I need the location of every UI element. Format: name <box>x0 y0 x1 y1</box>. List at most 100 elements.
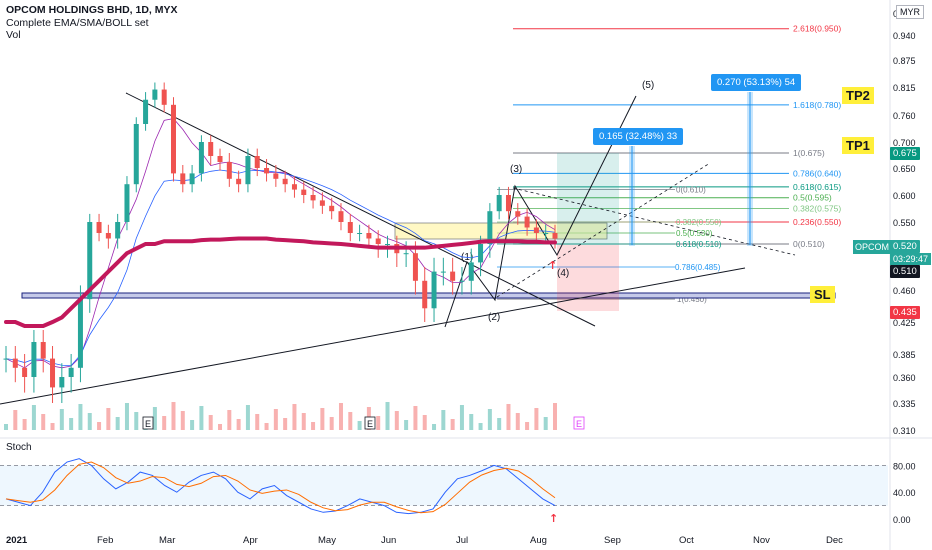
volume-bar <box>320 408 325 430</box>
volume-bar <box>59 409 64 430</box>
channel-line-2 <box>512 187 796 256</box>
candle-body <box>552 233 558 239</box>
sl-zone <box>21 292 836 299</box>
retrace-label: 0.382(0.550) <box>676 218 722 227</box>
x-tick-label: Sep <box>604 535 621 546</box>
candle-body <box>115 222 121 239</box>
countdown-tag: 03:29:47 <box>890 253 932 265</box>
volume-bar <box>422 415 427 430</box>
price-tag-sl: 0.435 <box>890 306 920 319</box>
stoch-tick-label: 0.00 <box>893 515 911 525</box>
y-tick-label: 0.940 <box>893 31 916 41</box>
volume-bar <box>553 403 557 430</box>
x-tick-label: Feb <box>97 535 113 546</box>
candle-body <box>478 244 484 263</box>
candle-body <box>329 205 335 212</box>
measure-label-2: 0.165 (32.48%) 33 <box>593 128 684 145</box>
legend-symbol: OPCOM HOLDINGS BHD, 1D, MYX <box>6 4 178 16</box>
legend-volume: Vol <box>6 29 21 41</box>
price-tag-level: 0.510 <box>890 265 920 278</box>
volume-bar <box>311 422 316 430</box>
x-tick-label: Oct <box>679 535 694 546</box>
candle-body <box>273 173 279 179</box>
wave-label: (4) <box>557 268 569 279</box>
candle-body <box>143 99 149 124</box>
volume-bar <box>385 402 390 430</box>
candle-body <box>96 222 102 233</box>
candle-body <box>68 367 74 377</box>
x-tick-label: May <box>318 535 336 546</box>
candle-body <box>77 299 83 368</box>
volume-bar <box>487 409 492 430</box>
volume-bar <box>283 418 288 430</box>
buy-arrow: ↑ <box>548 259 557 272</box>
candle-body <box>543 233 549 234</box>
fib-label: 2.618(0.950) <box>793 24 841 34</box>
ema-line <box>5 169 556 367</box>
fib-label: 1.618(0.780) <box>793 100 841 110</box>
candle-body <box>12 358 18 368</box>
volume-bar <box>432 424 437 430</box>
stoch-d-line <box>5 461 556 514</box>
candle-body <box>450 271 456 281</box>
volume-bar <box>469 414 474 430</box>
x-tick-label: Nov <box>753 535 770 546</box>
volume-bar <box>87 413 92 430</box>
candle-body <box>245 156 251 185</box>
volume-bar <box>292 404 297 430</box>
candle-body <box>208 142 214 156</box>
volume-bar <box>115 417 120 430</box>
candle-body <box>338 211 344 222</box>
candle-body <box>533 227 539 233</box>
stoch-band <box>0 465 888 506</box>
currency-button[interactable]: MYR <box>896 5 924 19</box>
volume-bar <box>441 410 446 430</box>
volume-bar <box>41 414 46 430</box>
volume-bar <box>404 420 409 430</box>
candle-body <box>264 168 270 174</box>
y-tick-label: 0.385 <box>893 350 916 360</box>
earnings-text: E <box>367 419 373 429</box>
profit-zone <box>557 153 619 245</box>
candle-body <box>105 233 111 239</box>
fib-label: 0.5(0.595) <box>793 193 832 203</box>
volume-bar <box>264 423 269 430</box>
fib-label: 1(0.675) <box>793 148 825 158</box>
volume-bar <box>301 413 306 430</box>
volume-bar <box>245 405 250 430</box>
candle-body <box>254 156 260 168</box>
ema200-line <box>4 236 557 328</box>
y-tick-label: 0.550 <box>893 218 916 228</box>
volume-bar <box>162 416 167 430</box>
volume-bar <box>394 411 399 430</box>
candle-body <box>496 195 502 212</box>
candle-body <box>459 280 465 282</box>
volume-bar <box>534 408 539 430</box>
volume-bar <box>506 404 511 430</box>
volume-bar <box>329 417 334 430</box>
candle-body <box>31 342 37 377</box>
retrace-label: 0.786(0.485) <box>675 263 721 272</box>
y-tick-label: 0.760 <box>893 111 916 121</box>
volume-bar <box>4 424 8 430</box>
candle-body <box>505 195 511 212</box>
volume-bar <box>478 423 483 430</box>
stoch-title: Stoch <box>6 442 32 453</box>
fib-label: 0.236(0.550) <box>793 217 841 227</box>
candle-body <box>385 244 391 245</box>
earnings-text: E <box>576 419 582 429</box>
volume-bar <box>190 420 195 430</box>
x-tick-label: Mar <box>159 535 175 546</box>
tp2-label: TP2 <box>842 87 874 104</box>
x-tick-label: Jun <box>381 535 396 546</box>
price-axis: 0.9750.9400.8750.8150.7600.7000.6500.600… <box>6 0 916 550</box>
candle-body <box>310 195 316 201</box>
volume-bar <box>50 423 55 430</box>
volume-bar <box>78 404 83 430</box>
price-tag-last: 0.520 <box>890 240 920 253</box>
symbol-price-tag: OPCOM <box>853 240 893 254</box>
measure-label-1: 0.270 (53.13%) 54 <box>711 74 802 91</box>
candle-body <box>282 178 288 185</box>
candle-body <box>50 358 56 388</box>
